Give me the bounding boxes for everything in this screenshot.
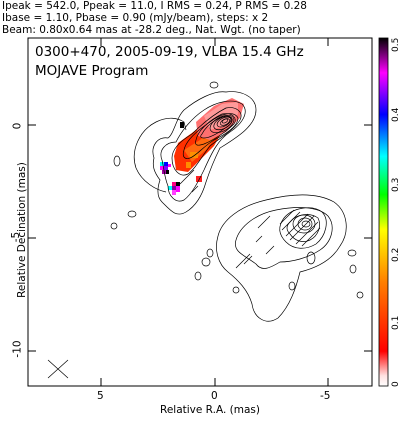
- plot-subtitle: MOJAVE Program: [35, 63, 149, 79]
- plot-frame: [27, 37, 373, 387]
- x-axis-label: Relative R.A. (mas): [160, 404, 260, 416]
- header-line-3: Beam: 0.80x0.64 mas at -28.2 deg., Nat. …: [2, 24, 301, 36]
- axis-ticks: [28, 38, 372, 386]
- dark-knot-marks: [180, 122, 184, 128]
- colorbar-tick-label: 0.5: [391, 37, 401, 52]
- intensity-contours: [47, 81, 364, 379]
- header-line-1: Ipeak = 542.0, Ppeak = 11.0, I RMS = 0.2…: [2, 0, 307, 12]
- x-tick-label: 0: [211, 390, 218, 402]
- header-line-2: Ibase = 1.10, Pbase = 0.90 (mJy/beam), s…: [2, 12, 269, 24]
- y-tick-label: -5: [10, 231, 23, 243]
- colorbar-tick-label: 0: [391, 381, 401, 387]
- y-tick-label: 0: [11, 122, 24, 130]
- colorbar-tick-label: 0.1: [391, 315, 401, 330]
- polarization-color-patches: [160, 98, 244, 195]
- colorbar: [378, 37, 389, 387]
- plot-title: 0300+470, 2005-09-19, VLBA 15.4 GHz: [35, 44, 304, 60]
- y-tick-label: -10: [11, 340, 24, 358]
- y-axis-label: Relative Decination (mas): [16, 162, 28, 298]
- x-tick-label: -5: [320, 390, 331, 402]
- x-tick-label: 5: [97, 390, 104, 402]
- colorbar-tick-label: 0.2: [391, 247, 401, 262]
- colorbar-tick-label: 0.3: [391, 177, 401, 192]
- colorbar-tick-label: 0.4: [391, 107, 401, 122]
